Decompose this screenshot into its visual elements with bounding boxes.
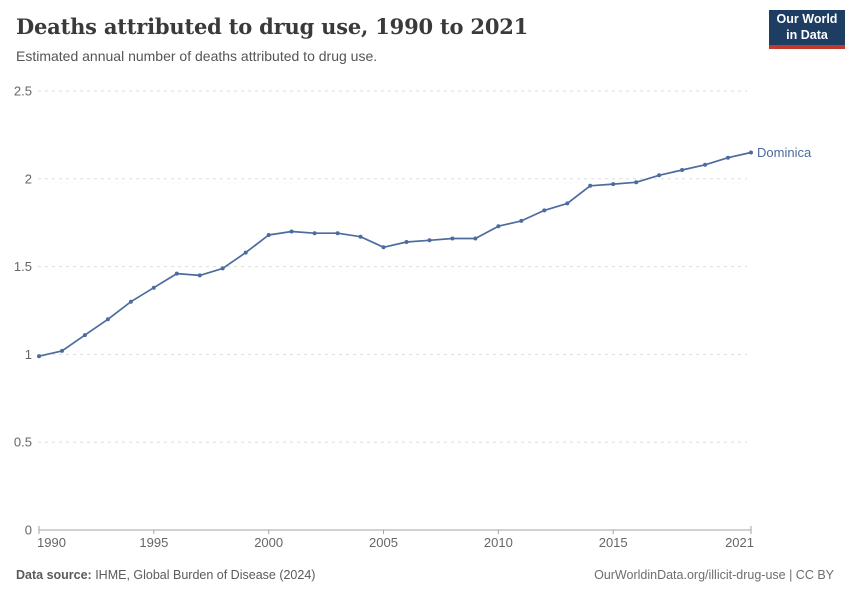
data-point-dominica-1994[interactable] bbox=[128, 299, 133, 304]
data-point-dominica-2017[interactable] bbox=[657, 173, 662, 178]
data-point-dominica-2009[interactable] bbox=[473, 236, 478, 241]
credit-link: OurWorldinData.org/illicit-drug-use | CC… bbox=[594, 568, 834, 582]
data-point-dominica-1993[interactable] bbox=[105, 317, 110, 322]
data-source: Data source: IHME, Global Burden of Dise… bbox=[16, 568, 315, 582]
y-axis-label-2: 2 bbox=[25, 171, 32, 186]
data-point-dominica-2014[interactable] bbox=[588, 183, 593, 188]
data-point-dominica-1999[interactable] bbox=[243, 250, 248, 255]
data-point-dominica-1998[interactable] bbox=[220, 266, 225, 271]
chart-subtitle: Estimated annual number of deaths attrib… bbox=[16, 48, 378, 65]
y-axis-label-1: 1 bbox=[25, 347, 32, 362]
data-point-dominica-2008[interactable] bbox=[450, 236, 455, 241]
data-point-dominica-2003[interactable] bbox=[335, 231, 340, 236]
data-source-text: IHME, Global Burden of Disease (2024) bbox=[91, 568, 316, 582]
data-point-dominica-2012[interactable] bbox=[542, 208, 547, 213]
x-axis-label-2005: 2005 bbox=[369, 535, 398, 550]
data-point-dominica-2015[interactable] bbox=[611, 182, 616, 187]
data-point-dominica-2010[interactable] bbox=[496, 224, 501, 229]
data-point-dominica-2000[interactable] bbox=[266, 233, 271, 237]
series-label-dominica[interactable]: Dominica bbox=[757, 145, 812, 160]
y-axis-label-0.5: 0.5 bbox=[14, 435, 32, 450]
y-axis-label-2.5: 2.5 bbox=[14, 84, 32, 99]
data-point-dominica-2018[interactable] bbox=[680, 168, 685, 172]
data-point-dominica-2001[interactable] bbox=[289, 229, 294, 234]
x-axis-label-2000: 2000 bbox=[254, 535, 283, 550]
x-axis-label-2021: 2021 bbox=[725, 535, 754, 550]
data-point-dominica-1995[interactable] bbox=[151, 285, 156, 290]
data-point-dominica-1991[interactable] bbox=[60, 348, 64, 353]
data-point-dominica-2019[interactable] bbox=[703, 162, 708, 167]
data-point-dominica-1996[interactable] bbox=[174, 271, 179, 276]
x-axis-label-1990: 1990 bbox=[37, 535, 66, 550]
data-point-dominica-1990[interactable] bbox=[37, 354, 41, 359]
data-point-dominica-2005[interactable] bbox=[381, 245, 386, 250]
owid-logo-line2: in Data bbox=[786, 27, 828, 42]
data-point-dominica-2013[interactable] bbox=[565, 201, 570, 206]
y-axis-label-0: 0 bbox=[25, 523, 32, 538]
data-point-dominica-2002[interactable] bbox=[312, 231, 317, 236]
data-point-dominica-2011[interactable] bbox=[519, 218, 524, 223]
chart-title: Deaths attributed to drug use, 1990 to 2… bbox=[16, 14, 529, 39]
x-axis-label-1995: 1995 bbox=[139, 535, 168, 550]
data-point-dominica-2021[interactable] bbox=[749, 150, 753, 155]
x-axis-label-2015: 2015 bbox=[599, 535, 628, 550]
data-source-label: Data source: bbox=[16, 568, 92, 582]
x-axis-label-2010: 2010 bbox=[484, 535, 513, 550]
data-point-dominica-1992[interactable] bbox=[82, 333, 87, 338]
data-point-dominica-2016[interactable] bbox=[634, 180, 639, 185]
owid-logo[interactable]: Our World in Data bbox=[769, 10, 845, 49]
owid-logo-line1: Our World bbox=[776, 11, 838, 26]
data-point-dominica-2004[interactable] bbox=[358, 234, 363, 239]
data-point-dominica-2006[interactable] bbox=[404, 240, 409, 244]
chart-header: Deaths attributed to drug use, 1990 to 2… bbox=[16, 14, 746, 64]
y-axis-label-1.5: 1.5 bbox=[14, 259, 32, 274]
series-line-dominica[interactable] bbox=[38, 151, 752, 358]
data-point-dominica-2007[interactable] bbox=[427, 238, 432, 243]
data-point-dominica-2020[interactable] bbox=[726, 155, 730, 160]
data-point-dominica-1997[interactable] bbox=[197, 273, 202, 278]
